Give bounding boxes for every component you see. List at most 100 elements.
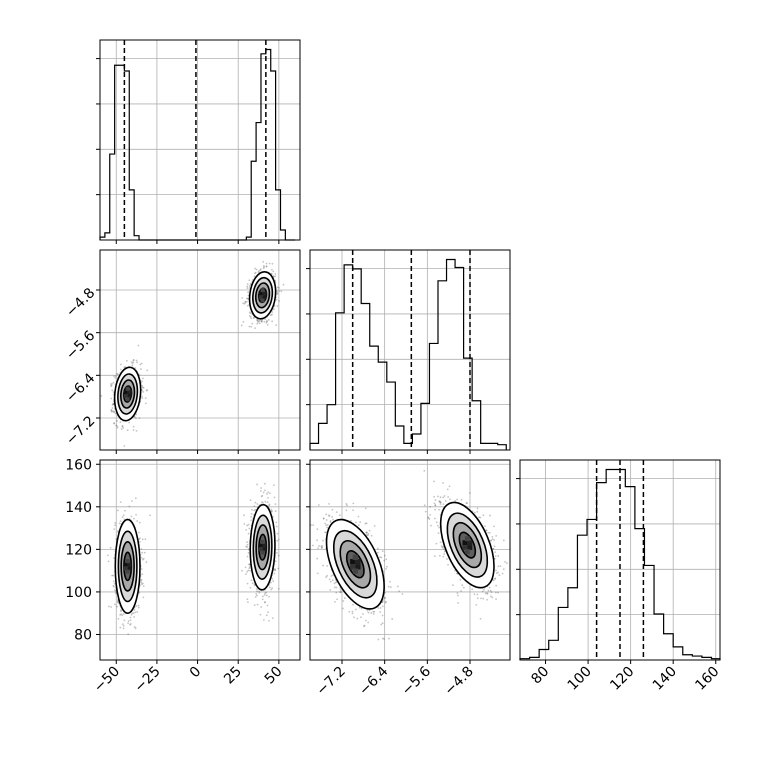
sample-point (448, 485, 451, 488)
density-cell (355, 564, 361, 570)
sample-point (263, 489, 266, 492)
density-cell (125, 397, 130, 402)
sample-point (140, 579, 143, 582)
sample-point (501, 572, 504, 575)
sample-point (475, 603, 478, 606)
panel-frame-p0-p1 (99, 249, 301, 451)
histogram-bar (246, 237, 251, 240)
histogram-bar (692, 656, 702, 660)
sample-point (254, 508, 257, 511)
sample-point (247, 532, 250, 535)
sample-point (493, 557, 496, 560)
sample-point (248, 287, 251, 289)
sample-point (328, 503, 330, 505)
density-cell (352, 554, 358, 561)
sample-point (376, 547, 379, 550)
histogram-bar (683, 655, 693, 660)
sample-point (119, 501, 122, 504)
sample-point (461, 584, 464, 587)
sample-point (276, 293, 278, 296)
sample-point (332, 574, 334, 577)
sample-point (135, 513, 137, 516)
sample-point (328, 515, 331, 517)
sample-point (329, 580, 332, 583)
sample-point (115, 373, 118, 375)
histogram-bar (654, 614, 664, 660)
sample-point (256, 603, 259, 606)
sample-point (270, 268, 273, 271)
sample-point (134, 497, 137, 500)
histogram-bar (412, 434, 421, 450)
sample-point (248, 527, 251, 530)
sample-point (137, 344, 140, 347)
sample-point (270, 588, 273, 591)
sample-point (119, 626, 122, 629)
sample-point (481, 590, 484, 593)
sample-point (138, 417, 141, 420)
sample-point (246, 598, 249, 601)
sample-point (494, 555, 497, 558)
sample-point (497, 571, 499, 574)
sample-point (277, 554, 280, 557)
sample-point (121, 425, 124, 428)
sample-point (127, 622, 130, 625)
sample-point (123, 619, 126, 622)
sample-point (145, 389, 148, 392)
sample-point (381, 550, 384, 553)
density-cell (125, 559, 130, 564)
sample-point (497, 555, 500, 557)
sample-point (144, 397, 147, 399)
sample-point (265, 614, 268, 617)
sample-point (133, 517, 135, 520)
histogram-bar (319, 423, 328, 450)
sample-point (366, 531, 368, 534)
sample-point (276, 539, 279, 542)
sample-point (260, 495, 263, 498)
sample-point (268, 492, 271, 495)
sample-point (278, 290, 281, 292)
sample-point (250, 519, 252, 522)
sample-point (132, 429, 135, 431)
sample-point (127, 633, 130, 636)
sample-point (245, 528, 248, 531)
sample-point (141, 395, 143, 398)
histogram-bar (370, 346, 379, 450)
sample-point (262, 267, 265, 270)
sample-point (131, 362, 134, 365)
sample-point (265, 591, 268, 594)
histogram-step-p1 (309, 258, 507, 450)
sample-point (471, 588, 474, 591)
sample-point (110, 384, 113, 387)
sample-point (141, 397, 144, 399)
sample-point (388, 637, 390, 640)
sample-point (276, 286, 279, 289)
sample-point (141, 538, 144, 541)
sample-point (256, 590, 259, 593)
sample-point (246, 297, 249, 300)
sample-point (259, 613, 262, 616)
y-tick-label: 120 (65, 542, 92, 558)
sample-point (120, 609, 122, 611)
density-cell (127, 562, 132, 567)
density-cell (262, 295, 267, 300)
sample-point (250, 325, 253, 328)
sample-point (266, 604, 269, 607)
sample-point (256, 322, 259, 325)
sample-point (120, 613, 123, 616)
histogram-bar (520, 659, 530, 660)
sample-point (479, 617, 482, 620)
sample-point (460, 498, 463, 501)
sample-point (384, 597, 387, 599)
sample-point (316, 528, 319, 531)
x-tick-label: −4.8 (441, 664, 476, 699)
sample-point (424, 510, 427, 513)
sample-point (253, 583, 256, 586)
sample-point (123, 444, 126, 447)
sample-point (365, 531, 368, 534)
sample-point (274, 275, 277, 278)
histogram-bar (429, 343, 438, 450)
density-cell (462, 540, 468, 546)
sample-point (434, 508, 436, 511)
sample-point (384, 601, 387, 604)
sample-point (359, 521, 362, 524)
